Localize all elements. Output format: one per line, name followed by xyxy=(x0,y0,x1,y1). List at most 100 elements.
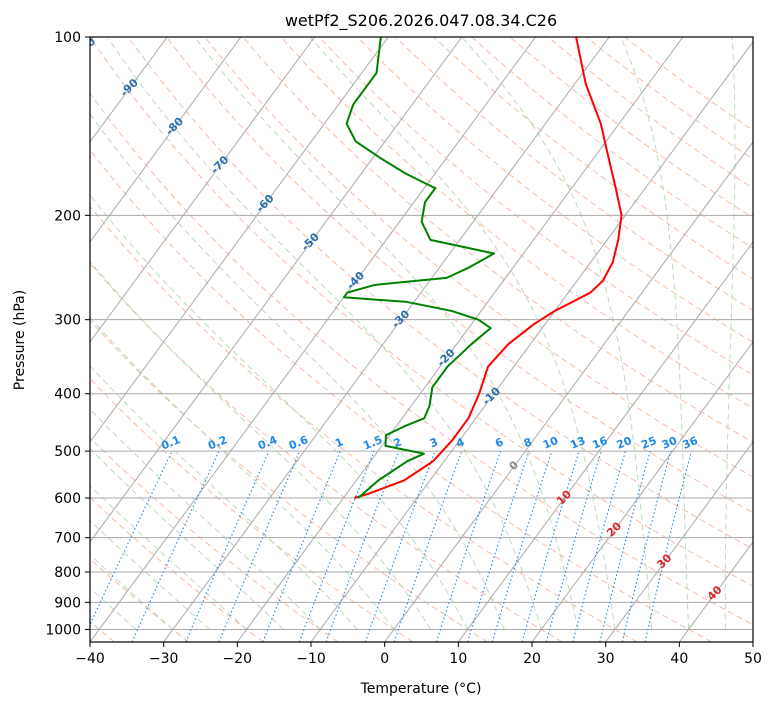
moist-adiabats xyxy=(90,37,736,630)
y-tick-label: 400 xyxy=(54,387,81,403)
isotherm-line xyxy=(90,37,536,642)
moist-adiabat-line xyxy=(90,484,247,630)
moist-adiabat-line xyxy=(90,447,284,630)
dry-adiabat-line xyxy=(90,148,712,642)
moist-adiabat-line xyxy=(620,37,690,630)
y-tick-label: 100 xyxy=(54,30,81,46)
dry-adiabat-line xyxy=(166,37,753,514)
y-tick-label: 200 xyxy=(54,208,81,224)
x-tick-label: −30 xyxy=(149,651,179,667)
moist-adiabat-line xyxy=(90,408,321,630)
x-tick-label: 30 xyxy=(597,651,615,667)
y-tick-label: 1000 xyxy=(45,622,81,638)
dry-adiabat-line xyxy=(90,205,638,642)
isobars xyxy=(90,37,753,630)
moist-adiabat-line xyxy=(90,260,432,630)
mixing-ratio-line xyxy=(545,450,602,642)
mixing-ratio-line xyxy=(644,450,693,642)
moist-adiabat-line xyxy=(724,37,736,630)
dry-adiabat-line xyxy=(356,37,753,343)
isotherm-line xyxy=(384,141,753,642)
x-tick-label: 10 xyxy=(449,651,467,667)
isotherm-line xyxy=(236,37,684,642)
mixing-ratio-line xyxy=(491,450,553,642)
dry-adiabat-line xyxy=(395,37,753,311)
mixing-ratio-line xyxy=(90,450,173,626)
mixing-ratio-line xyxy=(435,450,502,642)
mixing-ratio-label: 20 xyxy=(615,434,634,452)
y-tick-label: 500 xyxy=(54,444,81,460)
mixing-ratio-line xyxy=(131,450,220,642)
isotherm-line xyxy=(90,37,389,443)
x-tick-label: 50 xyxy=(744,651,762,667)
mixing-ratio-label: 3 xyxy=(428,435,440,450)
y-axis: 1000 900 800 700 600 500 400 300 200 100 xyxy=(45,30,90,638)
mixing-ratio-line xyxy=(218,450,301,642)
isotherm-line xyxy=(457,241,753,642)
dry-adiabat-line xyxy=(586,37,753,160)
dry-adiabat-line xyxy=(242,37,753,443)
mixing-ratio-label: 1 xyxy=(333,435,345,450)
mixing-ratio-label: 25 xyxy=(639,434,658,452)
dry-adiabat-line xyxy=(204,37,753,478)
mixing-ratio-line xyxy=(599,450,651,642)
mixing-ratio-label: 36 xyxy=(681,434,700,452)
mixing-ratio-line xyxy=(185,450,270,642)
dry-adiabat-line xyxy=(127,37,753,550)
moist-adiabat-line xyxy=(90,112,505,630)
dewpoint-line xyxy=(342,37,495,499)
moist-adiabat-line xyxy=(309,37,616,630)
moist-adiabat-line xyxy=(90,194,469,630)
x-tick-label: −20 xyxy=(223,651,253,667)
moist-adiabat-line xyxy=(90,316,395,630)
moist-adiabat-line xyxy=(90,553,174,630)
dry-adiabat-line xyxy=(547,37,753,189)
y-axis-label: Pressure (hPa) xyxy=(12,290,28,390)
x-axis: −40 −30 −20 −10 0 10 20 30 40 50 xyxy=(75,642,762,667)
mixing-ratio-label: 8 xyxy=(522,435,534,450)
mixing-ratio-label: 10 xyxy=(541,434,560,452)
isotherm-line xyxy=(90,37,315,343)
mixing-ratio-line xyxy=(393,450,463,642)
profile-series xyxy=(342,37,623,499)
chart-title: wetPf2_S206.2026.047.08.34.C26 xyxy=(285,11,557,31)
plot-area: 0.10.20.40.611.52346810131620253036-100-… xyxy=(90,37,753,642)
moist-adiabat-line xyxy=(106,37,542,630)
isotherm-line xyxy=(163,37,610,642)
y-tick-label: 900 xyxy=(54,595,81,611)
isotherm-line xyxy=(531,341,753,642)
isotherm-line xyxy=(90,37,242,243)
moist-adiabat-line xyxy=(194,37,579,630)
moist-adiabat-line xyxy=(461,37,653,630)
y-tick-label: 600 xyxy=(54,491,81,507)
dry-adiabat-line xyxy=(318,37,753,376)
plot-frame xyxy=(89,36,754,643)
y-tick-label: 300 xyxy=(54,313,81,329)
isotherm-line xyxy=(605,441,753,642)
dry-adiabat-line xyxy=(90,262,563,642)
x-tick-label: 0 xyxy=(380,651,389,667)
x-tick-label: −10 xyxy=(296,651,326,667)
y-tick-label: 700 xyxy=(54,531,81,547)
mixing-ratio-line xyxy=(521,450,580,642)
mixing-ratio-label: 30 xyxy=(660,434,679,452)
mixing-ratio-line xyxy=(572,450,627,642)
temperature-line xyxy=(354,37,623,499)
dry-adiabat-line xyxy=(90,496,264,642)
mixing-ratio-lines xyxy=(90,450,693,642)
mixing-ratio-line xyxy=(466,450,530,642)
mixing-ratio-label: 2 xyxy=(392,435,404,450)
x-axis-label: Temperature (°C) xyxy=(360,681,482,697)
x-tick-label: −40 xyxy=(75,651,105,667)
mixing-ratio-label: 13 xyxy=(568,434,587,452)
mixing-ratio-label: 16 xyxy=(590,434,609,452)
mixing-ratio-line xyxy=(621,450,672,642)
mixing-ratio-line xyxy=(364,450,436,642)
moist-adiabat-line xyxy=(90,519,211,630)
isotherm-line xyxy=(310,41,753,642)
isotherm-line xyxy=(90,37,168,143)
y-tick-label: 800 xyxy=(54,565,81,581)
isotherms xyxy=(90,37,753,642)
x-tick-label: 20 xyxy=(523,651,541,667)
